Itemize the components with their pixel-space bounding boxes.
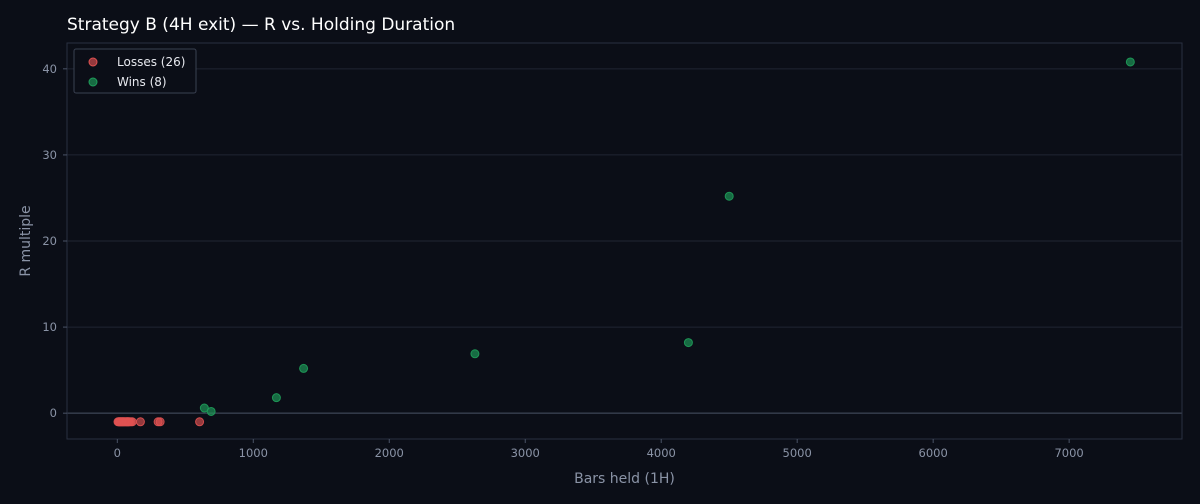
chart-title: Strategy B (4H exit) — R vs. Holding Dur…: [67, 15, 456, 35]
loss-point: [135, 417, 145, 427]
y-axis-label: R multiple: [18, 205, 34, 276]
y-axis-ticks: 0 10 20 30 40: [42, 62, 67, 420]
win-point: [1125, 57, 1135, 67]
legend-label: Losses (26): [117, 55, 185, 69]
x-tick-label: 7000: [1054, 446, 1083, 460]
win-point: [683, 338, 693, 348]
x-tick-label: 6000: [919, 446, 948, 460]
legend-marker: [88, 57, 98, 67]
y-tick-label: 0: [50, 406, 57, 420]
legend-marker: [88, 77, 98, 87]
legend-label: Wins (8): [117, 75, 167, 89]
legend: Losses (26) Wins (8): [73, 48, 197, 94]
win-point: [206, 406, 216, 416]
x-tick-label: 0: [114, 446, 121, 460]
loss-point: [155, 417, 165, 427]
y-tick-label: 30: [42, 148, 57, 162]
x-tick-label: 1000: [239, 446, 268, 460]
x-axis-label: Bars held (1H): [574, 471, 675, 487]
win-point: [299, 363, 309, 373]
y-tick-label: 40: [42, 62, 57, 76]
win-point: [271, 393, 281, 403]
y-tick-label: 20: [42, 234, 57, 248]
data-points: [113, 57, 1135, 427]
y-tick-label: 10: [42, 320, 57, 334]
x-tick-label: 5000: [783, 446, 812, 460]
x-axis-ticks: 0 1000 2000 3000 4000 5000 6000 7000: [114, 439, 1084, 460]
grid: [67, 68, 1182, 414]
win-point: [724, 191, 734, 201]
x-tick-label: 4000: [647, 446, 676, 460]
x-tick-label: 2000: [375, 446, 404, 460]
loss-point: [195, 417, 205, 427]
win-point: [470, 349, 480, 359]
x-tick-label: 3000: [511, 446, 540, 460]
loss-point: [127, 417, 137, 427]
legend-box: [73, 48, 197, 94]
